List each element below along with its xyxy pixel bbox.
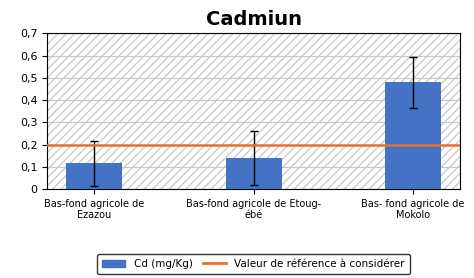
- Bar: [385, 82, 441, 189]
- Bar: [226, 158, 282, 189]
- Legend: Cd (mg/Kg), Valeur de référence à considérer: Cd (mg/Kg), Valeur de référence à consid…: [97, 254, 410, 274]
- Title: Cadmiun: Cadmiun: [206, 10, 301, 29]
- Bar: [66, 163, 122, 189]
